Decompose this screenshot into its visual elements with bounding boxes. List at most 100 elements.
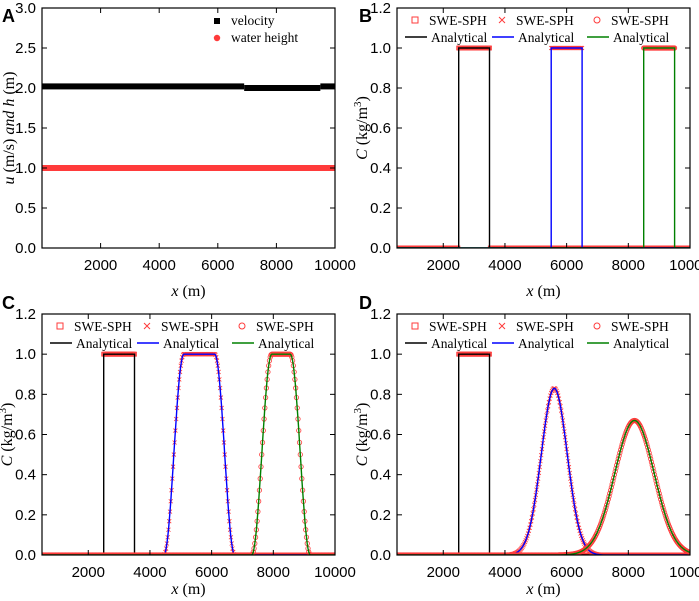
series-1 <box>397 45 690 248</box>
x-axis-label: x (m) <box>525 581 560 598</box>
legend-label-sph: SWE-SPH <box>256 319 314 334</box>
panel-A: velocity water height 0.0 0.5 1.0 1.5 2.0 2.5 3.… <box>1 0 356 300</box>
y-axis-label: u (m/s) and h (m) <box>1 72 18 185</box>
legend-marker-cross <box>498 322 506 330</box>
legend-marker-square <box>411 16 419 24</box>
y-tick-label: 0.4 <box>370 467 391 484</box>
y-tick-label: 0.8 <box>370 386 391 403</box>
panel-C: SWE-SPH Analytical SWE-SPH Analytical SWE-SP… <box>0 293 356 598</box>
x-axis-label-var: x <box>525 581 533 598</box>
plot-area <box>42 83 335 171</box>
legend-label: velocity <box>231 13 275 28</box>
legend-label-sph: SWE-SPH <box>611 13 669 28</box>
panel-letter: A <box>2 6 15 26</box>
x-tick-label: 8000 <box>260 257 293 274</box>
y-axis-label-part: u <box>1 176 18 184</box>
y-axis-label-close: ) <box>354 96 371 101</box>
plot-area <box>397 351 690 555</box>
y-axis-label-unit: (kg/m <box>354 106 371 149</box>
sph-marker <box>599 517 605 523</box>
legend-label-analytical: Analytical <box>518 336 574 351</box>
x-tick-label: 2000 <box>84 257 117 274</box>
x-tick-label: 10000 <box>669 564 699 581</box>
y-tick-label: 1.2 <box>370 306 391 323</box>
legend-marker-square <box>411 322 419 330</box>
legend-label-analytical: Analytical <box>431 336 487 351</box>
x-tick-label: 6000 <box>550 257 583 274</box>
legend-marker-cross <box>498 16 506 24</box>
x-tick-label: 6000 <box>195 564 228 581</box>
plot-area <box>42 351 335 555</box>
y-tick-label: 1.5 <box>15 120 36 137</box>
x-axis-label-var: x <box>525 283 533 300</box>
y-tick-label: 0.8 <box>15 386 36 403</box>
y-tick-label: 0.6 <box>370 427 391 444</box>
legend-label-sph: SWE-SPH <box>611 319 669 334</box>
y-tick-label: 0.0 <box>370 547 391 564</box>
y-tick-label: 1.0 <box>370 346 391 363</box>
legend: SWE-SPH Analytical SWE-SPH Analytical SWE-SP… <box>405 13 669 45</box>
y-tick-label: 2.0 <box>15 80 36 97</box>
y-axis-label-part: (m) <box>1 72 18 99</box>
x-tick-label: 10000 <box>314 564 356 581</box>
x-tick-label: 4000 <box>488 564 521 581</box>
y-tick-label: 1.0 <box>15 346 36 363</box>
legend-label: water height <box>231 30 298 45</box>
legend-label-analytical: Analytical <box>613 336 669 351</box>
x-tick-label: 8000 <box>612 257 645 274</box>
legend-marker-circle <box>593 322 601 330</box>
x-tick-label: 10000 <box>314 257 356 274</box>
legend-marker-cross <box>143 322 151 330</box>
data-band <box>42 165 335 171</box>
x-tick-label: 6000 <box>201 257 234 274</box>
y-tick-label: 0.6 <box>370 120 391 137</box>
legend: SWE-SPH Analytical SWE-SPH Analytical SWE-SP… <box>50 319 314 351</box>
y-tick-label: 1.0 <box>15 160 36 177</box>
y-tick-label: 0.2 <box>370 200 391 217</box>
y-tick-label: 0.2 <box>15 507 36 524</box>
x-tick-label: 8000 <box>612 564 645 581</box>
legend-label-analytical: Analytical <box>431 30 487 45</box>
y-tick-label: 3.0 <box>15 0 36 17</box>
legend-label-analytical: Analytical <box>518 30 574 45</box>
y-axis-label-var: C <box>354 455 371 466</box>
legend-label-sph: SWE-SPH <box>516 319 574 334</box>
y-tick-label: 0.2 <box>370 507 391 524</box>
data-band <box>42 83 245 90</box>
sph-marker <box>641 431 647 438</box>
legend-marker-circle <box>593 16 601 24</box>
y-axis-label: C (kg/m3) <box>352 403 371 467</box>
y-axis-label-var: C <box>354 149 371 160</box>
x-axis-label: x (m) <box>170 581 205 598</box>
legend-label-sph: SWE-SPH <box>161 319 219 334</box>
series-water-height <box>42 165 335 171</box>
x-tick-label: 6000 <box>550 564 583 581</box>
legend-label-analytical: Analytical <box>613 30 669 45</box>
y-tick-label: 0.8 <box>370 80 391 97</box>
panel-B: SWE-SPH Analytical SWE-SPH Analytical SWE-SP… <box>352 0 699 300</box>
y-axis-label-close: ) <box>354 403 371 408</box>
y-axis-label-exp: 3 <box>352 101 364 107</box>
x-tick-label: 4000 <box>133 564 166 581</box>
panel-letter: C <box>2 293 15 313</box>
y-axis-label-part: and <box>1 110 18 135</box>
x-axis-label-unit: (m) <box>179 581 206 598</box>
legend-label-sph: SWE-SPH <box>516 13 574 28</box>
x-tick-label: 2000 <box>427 257 460 274</box>
legend-label-analytical: Analytical <box>258 336 314 351</box>
x-tick-label: 8000 <box>257 564 290 581</box>
sph-marker <box>249 551 256 555</box>
x-axis-label-var: x <box>170 581 178 598</box>
y-tick-label: 0.6 <box>15 427 36 444</box>
y-axis-label: C (kg/m3) <box>0 403 16 467</box>
y-axis-label-var: C <box>0 455 16 466</box>
legend-label-sph: SWE-SPH <box>429 13 487 28</box>
y-tick-label: 1.0 <box>370 40 391 57</box>
series-1 <box>42 351 335 555</box>
y-axis-label: C (kg/m3) <box>352 96 371 160</box>
y-axis-label-part: (m/s) <box>1 135 18 177</box>
x-axis-label-unit: (m) <box>534 283 561 300</box>
x-tick-label: 2000 <box>427 564 460 581</box>
x-axis-label-var: x <box>170 283 178 300</box>
y-axis-label-unit: (kg/m <box>0 413 16 456</box>
